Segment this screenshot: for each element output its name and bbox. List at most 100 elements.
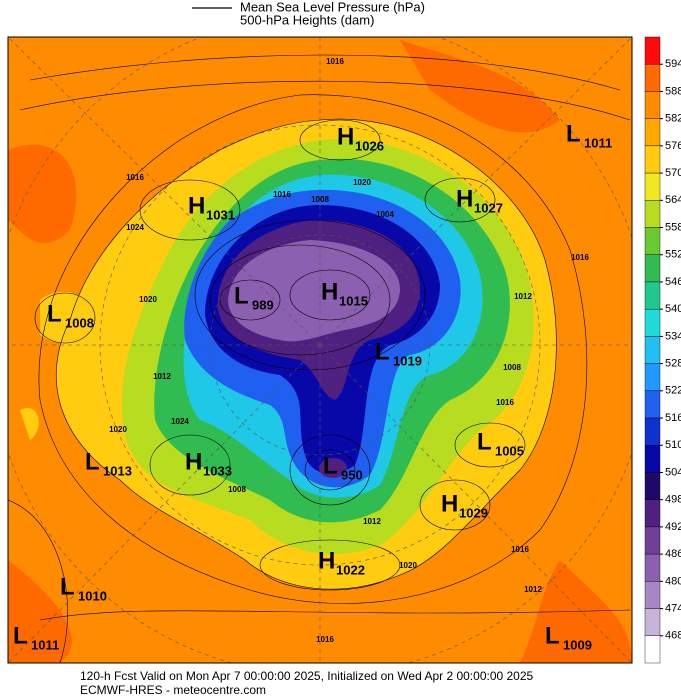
center-kind: L [13, 622, 28, 649]
contour-label: 1012 [363, 517, 381, 526]
colorbar-bin [644, 172, 661, 201]
colorbar-tick-label: 534 [665, 330, 681, 342]
contour-label: 1024 [171, 417, 189, 426]
contour-label: 1016 [316, 635, 334, 644]
colorbar-tick-label: 552 [665, 249, 681, 261]
contour-label: 1012 [514, 292, 532, 301]
center-kind: H [318, 547, 335, 574]
legend-label: Mean Sea Level Pressure (hPa) [240, 0, 425, 14]
center-kind: L [375, 338, 390, 365]
colorbar-tick-label: 516 [665, 412, 681, 424]
center-kind: H [456, 185, 473, 212]
center-value: 1011 [584, 135, 612, 150]
center-value: 1008 [65, 315, 94, 330]
legend: Mean Sea Level Pressure (hPa) 500-hPa He… [192, 0, 425, 27]
center-value: 1015 [339, 293, 368, 308]
colorbar-tick-label: 582 [665, 113, 681, 125]
colorbar-tick-label: 558 [665, 221, 681, 233]
colorbar-bin [644, 308, 661, 337]
center-value: 1009 [563, 637, 592, 652]
center-value: 1027 [474, 200, 503, 215]
colorbar-tick-label: 486 [665, 548, 681, 560]
footer-text: ECMWF-HRES - meteocentre.com [80, 683, 266, 697]
footer-text: 120-h Fcst Valid on Mon Apr 7 00:00:00 2… [80, 669, 534, 683]
colorbar-tick-label: 468 [665, 630, 681, 642]
colorbar-bin [644, 390, 661, 419]
contour-label: 1020 [399, 561, 417, 570]
colorbar-tick-label: 540 [665, 303, 681, 315]
contour-label: 1012 [524, 585, 542, 594]
contour-label: 1016 [273, 190, 291, 199]
center-value: 1019 [393, 353, 422, 368]
center-kind: L [566, 120, 581, 147]
center-kind: L [545, 622, 560, 649]
colorbar-bin [644, 608, 661, 636]
center-value: 1029 [459, 505, 488, 520]
center-value: 1026 [355, 138, 384, 153]
center-kind: L [47, 300, 62, 327]
colorbar-bin [644, 336, 661, 364]
colorbar-bin [644, 417, 661, 446]
colorbar-tick-label: 504 [665, 466, 681, 478]
colorbar-bin [644, 91, 661, 119]
map-frame [7, 36, 633, 664]
center-value: 1011 [31, 637, 59, 652]
colorbar-bin [644, 553, 661, 582]
colorbar-bin [644, 64, 661, 92]
contour-label: 1008 [503, 363, 521, 372]
colorbar-bin [644, 227, 661, 255]
colorbar-tick-label: 510 [665, 439, 681, 451]
center-kind: H [441, 490, 458, 517]
colorbar-bin [644, 200, 661, 228]
colorbar-tick-label: 576 [665, 140, 681, 152]
colorbar-tick-label: 594 [665, 58, 681, 70]
contour-label: 1004 [376, 210, 394, 219]
colorbar-bin [644, 445, 661, 473]
colorbar-bin [644, 499, 661, 528]
colorbar-bin [644, 254, 661, 283]
contour-label: 1020 [109, 425, 127, 434]
colorbar: 594 588 582 576 570 564 558 552 546 540 534 528 522 5… [644, 36, 681, 664]
colorbar-tick-label: 528 [665, 358, 681, 370]
center-kind: H [337, 123, 354, 150]
contour-label: 1008 [228, 485, 246, 494]
center-value: 1031 [206, 207, 235, 222]
colorbar-bin [644, 36, 661, 65]
colorbar-bin [644, 118, 661, 147]
center-value: 1013 [103, 463, 132, 478]
colorbar-tick-label: 546 [665, 276, 681, 288]
legend-label: 500-hPa Heights (dam) [240, 12, 374, 27]
contour-label: 1016 [126, 173, 144, 182]
contour-label: 1016 [496, 398, 514, 407]
colorbar-tick-label: 564 [665, 194, 681, 206]
center-value: 1033 [203, 463, 232, 478]
colorbar-bin [644, 472, 661, 500]
colorbar-tick-label: 588 [665, 85, 681, 97]
contour-label: 1020 [139, 295, 157, 304]
center-kind: H [321, 278, 338, 305]
contour-label: 1016 [511, 545, 529, 554]
colorbar-bin [644, 635, 661, 664]
colorbar-tick-label: 570 [665, 167, 681, 179]
center-kind: L [85, 448, 100, 475]
center-value: 1005 [495, 443, 524, 458]
colorbar-tick-label: 522 [665, 385, 681, 397]
center-kind: L [323, 452, 338, 479]
center-value: 1022 [336, 562, 365, 577]
colorbar-bin [644, 581, 661, 609]
colorbar-bin [644, 363, 661, 392]
center-kind: L [234, 282, 249, 309]
colorbar-tick-label: 480 [665, 575, 681, 587]
contour-label: 1016 [571, 253, 589, 262]
colorbar-tick-label: 498 [665, 494, 681, 506]
center-value: 989 [252, 297, 274, 312]
center-kind: H [188, 192, 205, 219]
contour-label: 1012 [153, 372, 171, 381]
center-kind: H [185, 448, 202, 475]
contour-label: 1024 [126, 223, 144, 232]
colorbar-bin [644, 145, 661, 174]
center-value: 950 [341, 467, 363, 482]
center-kind: L [60, 573, 75, 600]
